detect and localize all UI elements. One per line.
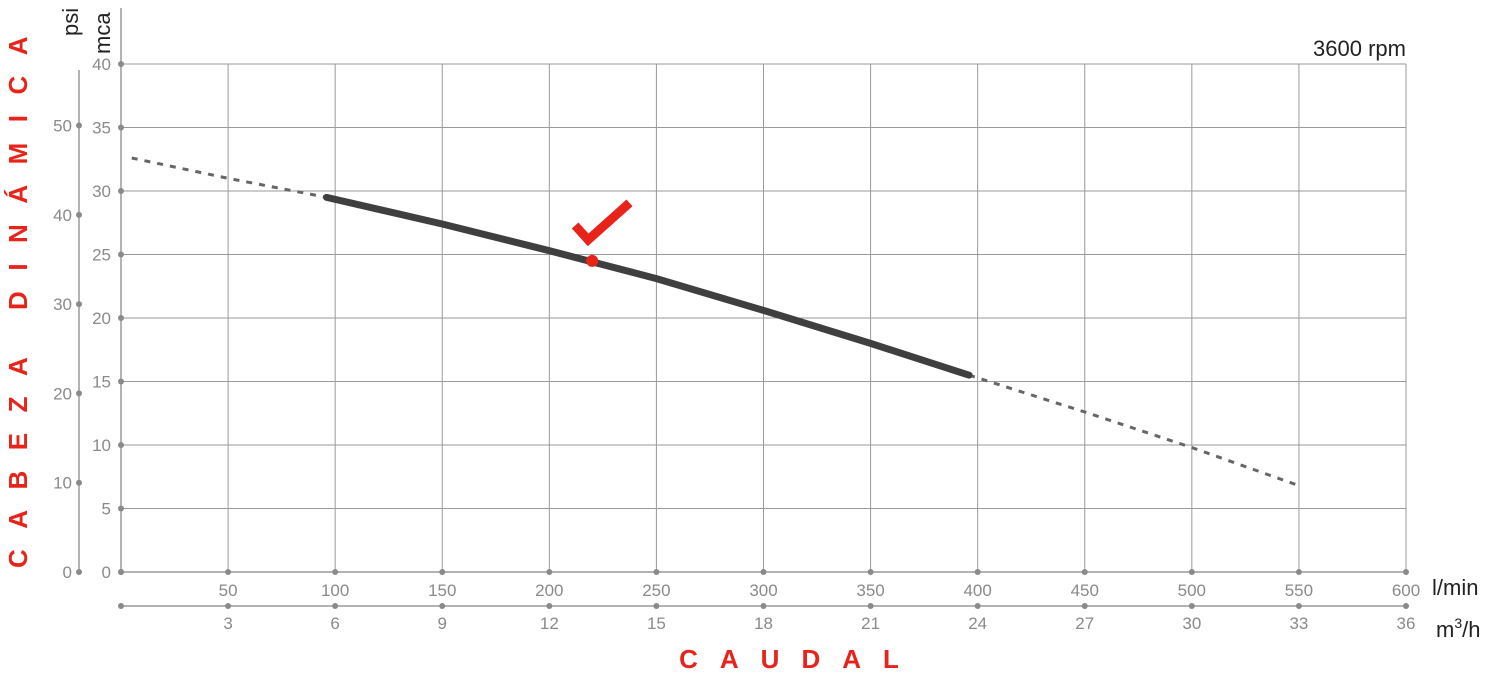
x-tick-dot: [1081, 569, 1088, 575]
x-tick-label-m3h: 18: [754, 614, 773, 633]
y-tick-label-psi: 10: [53, 474, 72, 493]
x2-tick-dot: [332, 603, 339, 609]
x2-tick-dot: [1295, 603, 1302, 609]
x-tick-label-m3h: 9: [438, 614, 447, 633]
x-tick-label-m3h: 24: [968, 614, 987, 633]
y-tick-dot: [118, 378, 124, 385]
x-tick-label-lmin: 300: [749, 581, 777, 600]
x2-tick-dot: [974, 603, 981, 609]
x-tick-dot: [760, 569, 767, 575]
x2-tick-dot: [1188, 603, 1195, 609]
y-tick-label-mca: 30: [92, 182, 111, 201]
y-tick-label-mca: 35: [92, 119, 111, 138]
x-tick-dot: [225, 569, 232, 575]
x-tick-dot: [332, 569, 339, 575]
psi-tick-dot: [76, 569, 82, 575]
x2-tick-dot: [653, 603, 660, 609]
y-tick-label-psi: 30: [53, 295, 72, 314]
x-tick-label-lmin: 150: [428, 581, 456, 600]
x-unit-m3h-base: m: [1436, 617, 1454, 642]
x-tick-label-lmin: 100: [321, 581, 349, 600]
x-tick-label-m3h: 30: [1182, 614, 1201, 633]
y-tick-label-mca: 15: [92, 373, 111, 392]
x-tick-dot: [974, 569, 981, 575]
x-unit-m3h-sup: 3: [1454, 615, 1462, 631]
operating-point: [571, 199, 633, 267]
x-tick-label-m3h: 36: [1397, 614, 1416, 633]
y-tick-dot: [118, 61, 124, 67]
x-tick-label-lmin: 50: [219, 581, 238, 600]
x-unit-lmin: l/min: [1432, 575, 1478, 600]
x-tick-dot-origin: [118, 569, 124, 575]
x-tick-label-lmin: 500: [1178, 581, 1206, 600]
x-tick-dot: [1188, 569, 1195, 575]
x-tick-label-m3h: 27: [1075, 614, 1094, 633]
y-tick-label-mca: 20: [92, 309, 111, 328]
x2-tick-dot-origin: [118, 603, 124, 609]
x-tick-label-lmin: 400: [963, 581, 991, 600]
axes: [76, 8, 1409, 609]
x-tick-label-lmin: 550: [1285, 581, 1313, 600]
y-tick-label-psi: 0: [63, 563, 72, 582]
y-tick-label-mca: 0: [102, 563, 111, 582]
x-tick-dot: [653, 569, 660, 575]
y-tick-dot: [118, 505, 124, 512]
x-tick-label-lmin: 600: [1392, 581, 1420, 600]
y-tick-label-psi: 20: [53, 384, 72, 403]
x-unit-m3h: m3/h: [1436, 615, 1480, 642]
x-tick-dot: [1295, 569, 1302, 575]
y-axis-title: CABEZA DINÁMICA: [3, 16, 33, 568]
y-tick-label-mca: 40: [92, 55, 111, 74]
x-tick-label-m3h: 15: [647, 614, 666, 633]
curve-operating: [323, 193, 973, 379]
y-unit-mca: mca: [90, 12, 115, 54]
tick-labels: 0510152025303540010203040505031006150920…: [53, 55, 1420, 633]
x-axis-title: CAUDAL: [679, 644, 921, 674]
x-tick-label-m3h: 12: [540, 614, 559, 633]
x2-tick-dot: [1403, 603, 1409, 609]
psi-tick-dot: [76, 301, 82, 308]
y-tick-dot: [118, 188, 124, 194]
x-unit-m3h-rest: /h: [1462, 617, 1480, 642]
x-tick-label-m3h: 6: [330, 614, 339, 633]
operating-point-dot: [586, 254, 599, 267]
x2-tick-dot: [546, 603, 553, 609]
y-tick-dot: [118, 124, 124, 131]
x-tick-label-lmin: 450: [1071, 581, 1099, 600]
x-tick-dot: [546, 569, 553, 575]
curves: [131, 156, 1300, 488]
x-tick-label-m3h: 33: [1289, 614, 1308, 633]
x2-tick-dot: [1081, 603, 1088, 609]
x-tick-label-m3h: 21: [861, 614, 880, 633]
x2-tick-dot: [867, 603, 874, 609]
y-tick-label-mca: 25: [92, 246, 111, 265]
x-tick-label-m3h: 3: [223, 614, 232, 633]
x2-tick-dot: [439, 603, 446, 609]
psi-tick-dot: [76, 390, 82, 397]
y-tick-label-psi: 50: [53, 117, 72, 136]
check-icon: [571, 199, 633, 247]
x-tick-dot: [867, 569, 874, 575]
rpm-label: 3600 rpm: [1313, 36, 1406, 61]
x-tick-label-lmin: 250: [642, 581, 670, 600]
x2-tick-dot: [225, 603, 232, 609]
psi-tick-dot: [76, 122, 82, 129]
psi-tick-dot: [76, 211, 82, 218]
y-tick-dot: [118, 442, 124, 448]
psi-tick-dot: [76, 479, 82, 486]
x2-tick-dot: [760, 603, 767, 609]
curve-extrapolated: [968, 373, 1300, 488]
y-tick-label-mca: 10: [92, 436, 111, 455]
x-tick-label-lmin: 200: [535, 581, 563, 600]
y-unit-psi: psi: [58, 8, 83, 36]
x-tick-dot: [1403, 569, 1409, 575]
x-tick-dot: [439, 569, 446, 575]
y-tick-label-mca: 5: [102, 500, 111, 519]
grid-lines: [121, 63, 1407, 573]
x-tick-label-lmin: 350: [856, 581, 884, 600]
y-tick-dot: [118, 315, 124, 321]
y-tick-label-psi: 40: [53, 206, 72, 225]
y-tick-dot: [118, 251, 124, 258]
